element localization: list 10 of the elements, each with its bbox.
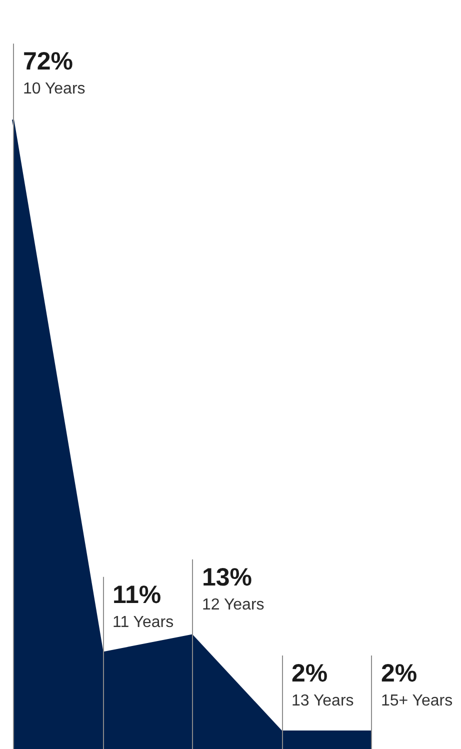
data-label: 11% — [112, 580, 162, 609]
data-label: 13% — [202, 563, 252, 592]
text: 10 Years — [23, 80, 86, 98]
data-label: 72% — [23, 48, 74, 76]
annotation: 12 Years — [202, 596, 264, 614]
annotation: 13 Years — [292, 692, 354, 710]
annotation: 11 Years — [112, 614, 174, 631]
data-label: 2% — [292, 660, 328, 688]
annotation: 15+ Years — [381, 692, 453, 710]
data-label: 2% — [381, 660, 418, 688]
